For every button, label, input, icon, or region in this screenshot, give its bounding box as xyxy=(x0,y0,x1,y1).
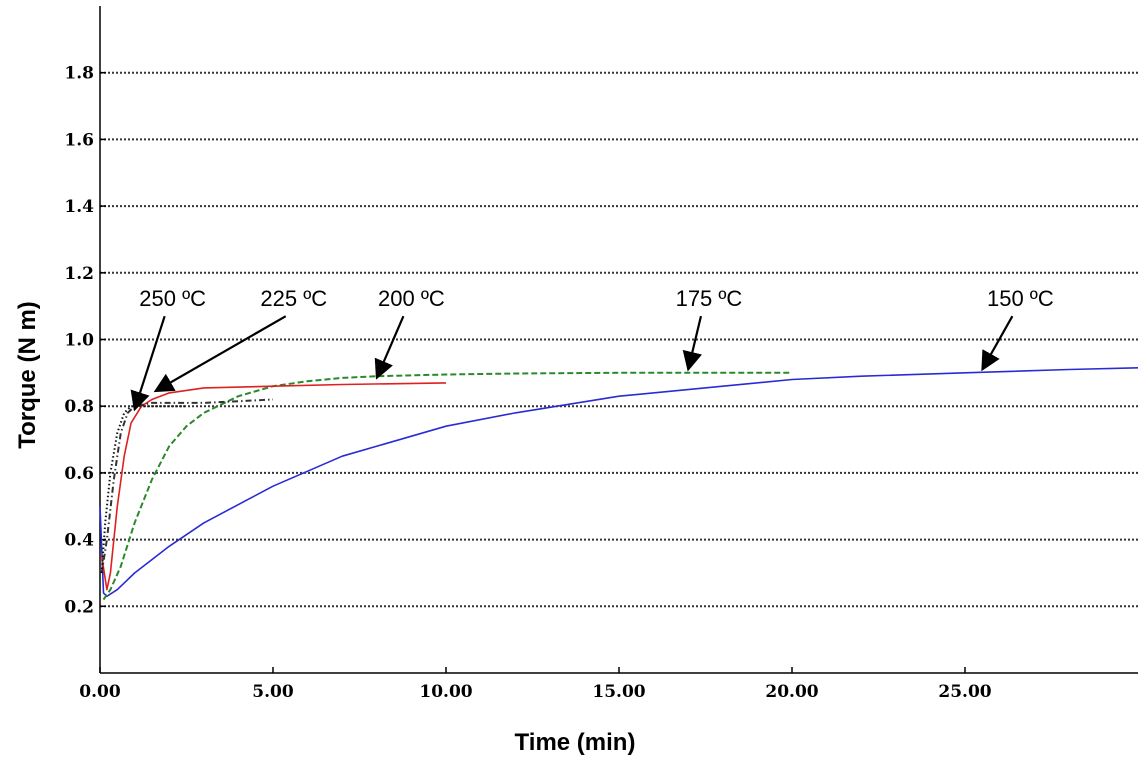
x-tick-label-0: 0.00 xyxy=(79,682,121,702)
x-tick-label-3: 15.00 xyxy=(592,682,645,702)
y-tick-label-5: 1.2 xyxy=(64,264,94,284)
data-series xyxy=(99,367,1138,601)
series-line-0 xyxy=(99,367,1138,598)
y-tick-label-2: 0.6 xyxy=(64,464,94,484)
series-line-4 xyxy=(100,405,187,574)
annotations: 250 ºC 225 ºC 200 ºC 175 ºC 150 ºC xyxy=(130,286,1054,412)
y-tick-label-6: 1.4 xyxy=(64,197,94,217)
x-tick-label-5: 25.00 xyxy=(938,682,991,702)
annotation-label-1: 225 ºC xyxy=(260,286,327,311)
grid-lines xyxy=(100,71,1138,608)
y-tick-label-7: 1.6 xyxy=(64,130,94,150)
y-tick-label-4: 1.0 xyxy=(64,331,94,351)
y-tick-label-3: 0.8 xyxy=(64,397,94,417)
y-tick-label-0: 0.2 xyxy=(64,597,94,617)
x-tick-label-2: 10.00 xyxy=(419,682,472,702)
x-axis-title: Time (min) xyxy=(515,729,636,756)
annotation-arrow-1 xyxy=(153,315,287,393)
annotation-label-0: 250 ºC xyxy=(139,286,206,311)
annotation-label-3: 175 ºC xyxy=(676,286,743,311)
annotation-arrow-2 xyxy=(374,315,405,380)
plot-axes xyxy=(99,6,1138,674)
annotation-arrow-4 xyxy=(981,315,1014,372)
x-tick-label-1: 5.00 xyxy=(252,682,294,702)
tick-labels: 0.2 0.4 0.6 0.8 1.0 1.2 1.4 1.6 1.8 0.00 5.00 10.00… xyxy=(64,64,991,702)
y-tick-label-1: 0.4 xyxy=(64,531,94,551)
series-line-1 xyxy=(102,371,792,601)
y-axis-title: Torque (N m) xyxy=(14,301,41,449)
x-tick-label-4: 20.00 xyxy=(765,682,818,702)
annotation-label-2: 200 ºC xyxy=(378,286,445,311)
y-tick-label-8: 1.8 xyxy=(64,64,94,84)
annotation-arrow-3 xyxy=(682,315,703,372)
annotation-label-4: 150 ºC xyxy=(987,286,1054,311)
annotation-arrow-0 xyxy=(130,315,166,412)
